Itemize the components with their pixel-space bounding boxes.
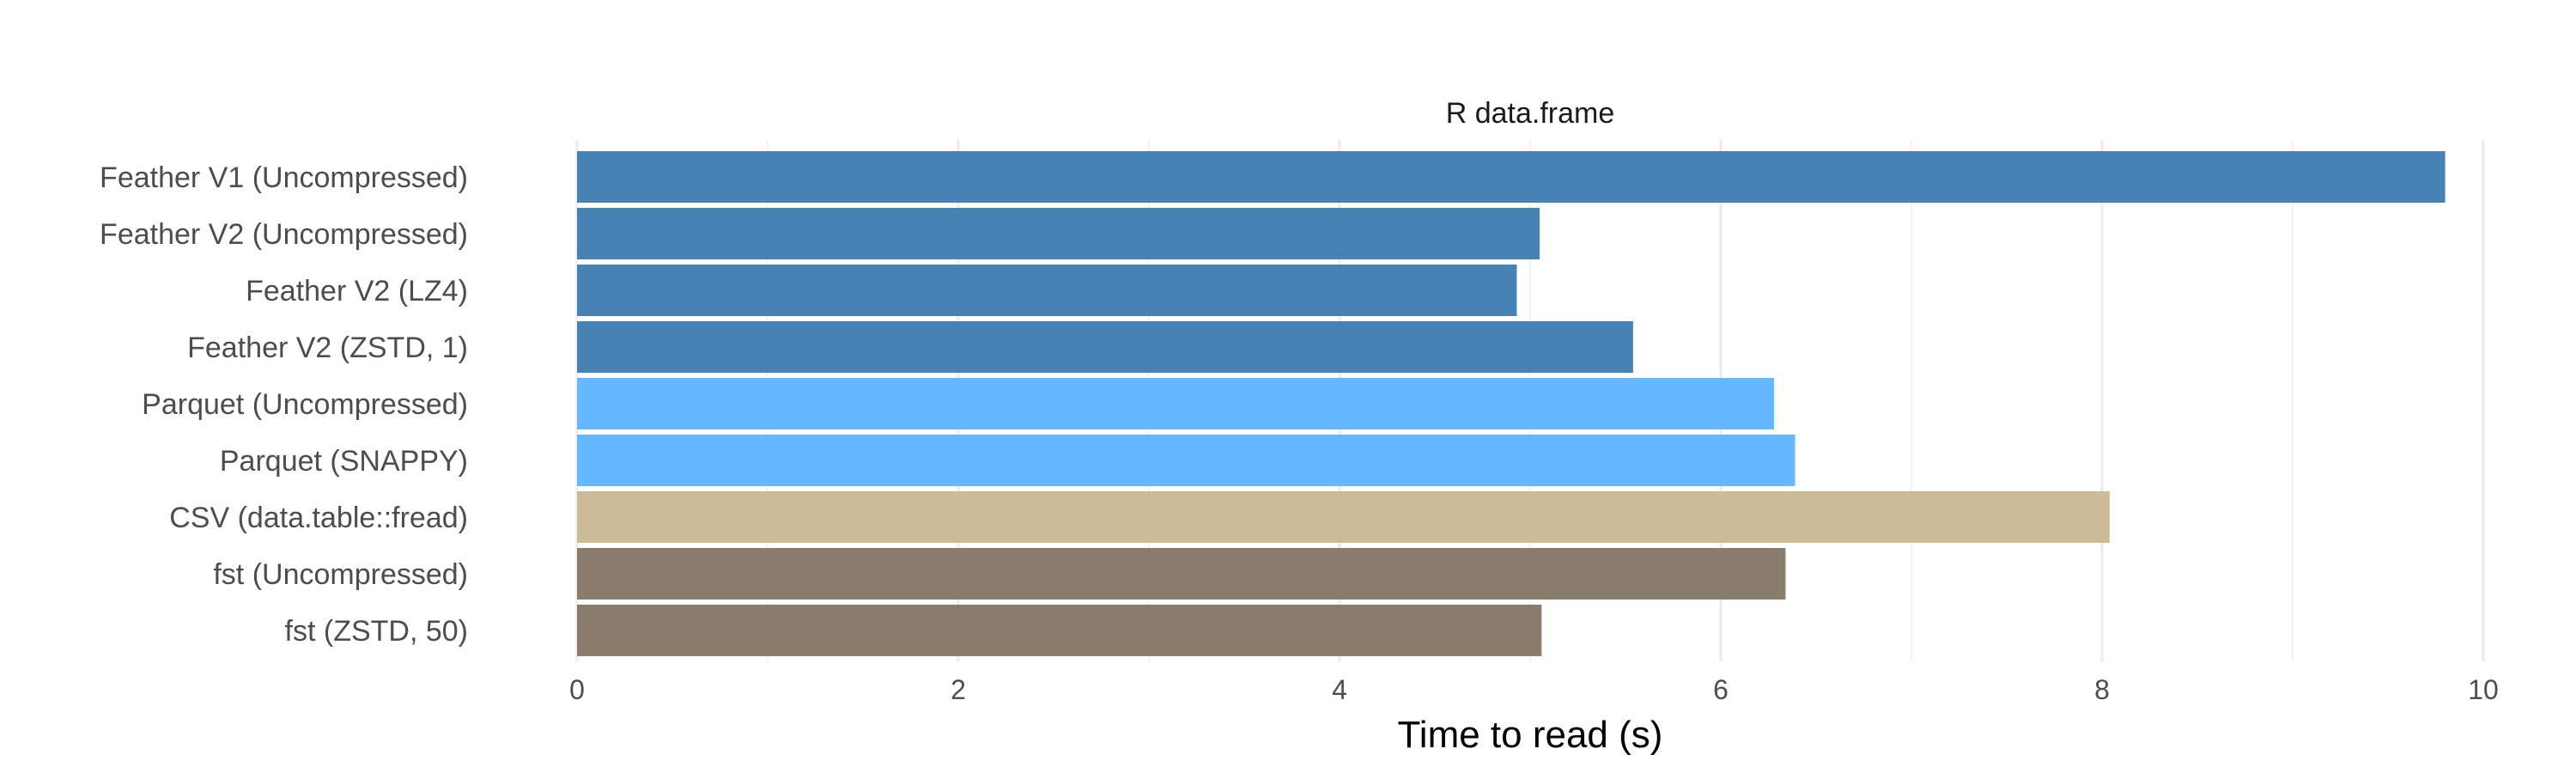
category-label: fst (Uncompressed) xyxy=(213,558,468,591)
x-tick-labels: 0 2 4 6 8 10 xyxy=(569,674,2499,705)
bar xyxy=(577,605,1542,656)
bar xyxy=(577,321,1633,373)
category-label: Feather V1 (Uncompressed) xyxy=(100,161,468,194)
panel-title: R data.frame xyxy=(1446,97,1615,130)
x-tick-label: 8 xyxy=(2094,674,2110,705)
category-label: Feather V2 (ZSTD, 1) xyxy=(187,332,468,364)
bar xyxy=(577,435,1795,486)
x-tick-label: 10 xyxy=(2468,674,2499,705)
x-axis-title: Time to read (s) xyxy=(1398,714,1663,756)
category-label: CSV (data.table::fread) xyxy=(169,502,468,534)
x-tick-label: 0 xyxy=(569,674,585,705)
category-label: Parquet (Uncompressed) xyxy=(142,388,468,421)
category-label: Feather V2 (Uncompressed) xyxy=(100,218,468,251)
bar xyxy=(577,378,1775,429)
category-label: fst (ZSTD, 50) xyxy=(285,615,468,648)
category-labels: Feather V1 (Uncompressed) Feather V2 (Unc… xyxy=(100,161,468,648)
x-tick-label: 2 xyxy=(951,674,966,705)
bar xyxy=(577,151,2445,203)
bar xyxy=(577,548,1786,600)
x-tick-label: 4 xyxy=(1332,674,1347,705)
bar xyxy=(577,491,2110,543)
category-label: Parquet (SNAPPY) xyxy=(220,445,468,478)
bar xyxy=(577,265,1517,316)
category-label: Feather V2 (LZ4) xyxy=(246,275,468,307)
bar xyxy=(577,208,1540,259)
bars xyxy=(577,151,2445,656)
x-tick-label: 6 xyxy=(1713,674,1728,705)
